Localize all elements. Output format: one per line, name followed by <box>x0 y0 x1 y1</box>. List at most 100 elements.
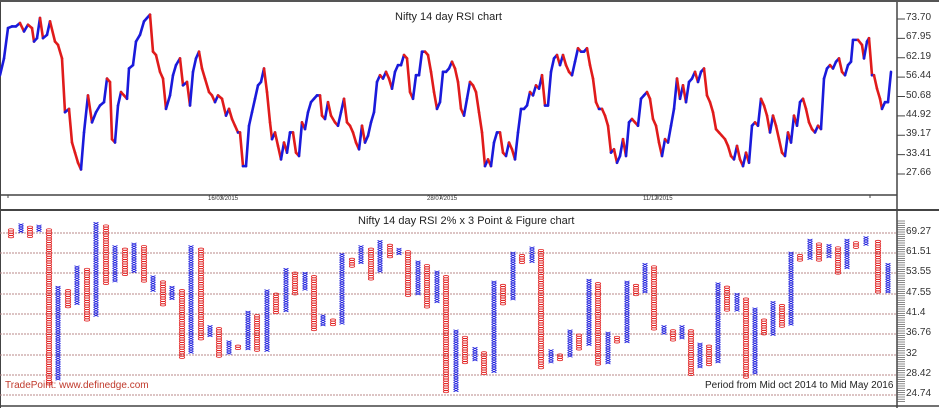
pnf-y-tick-label: 53.55 <box>906 266 932 277</box>
pnf-o-column <box>386 243 394 259</box>
pnf-x-column <box>752 307 758 375</box>
pnf-o-column <box>742 297 750 379</box>
pnf-x-column <box>567 329 573 358</box>
pnf-x-column <box>770 300 776 336</box>
pnf-o-column <box>852 241 860 249</box>
rsi-y-tick-label: 39.17 <box>906 128 932 140</box>
pnf-x-column <box>358 245 364 265</box>
pnf-x-column <box>74 265 80 306</box>
pnf-o-column <box>348 257 356 268</box>
pnf-o-column <box>404 250 412 297</box>
rsi-y-tick-label: 44.92 <box>906 108 932 120</box>
pnf-o-column <box>140 245 148 283</box>
pnf-x-column <box>207 325 213 338</box>
pnf-o-column <box>197 247 205 341</box>
pnf-x-column <box>826 243 832 259</box>
pnf-x-column <box>55 285 61 381</box>
pnf-o-column <box>83 267 91 322</box>
pnf-x-column <box>415 260 421 296</box>
pnf-y-tick-label: 32 <box>906 348 918 359</box>
pnf-x-column <box>302 271 308 291</box>
pnf-x-column <box>472 346 478 362</box>
pnf-y-tick-label: 69.27 <box>906 226 932 237</box>
pnf-x-column <box>605 331 611 365</box>
pnf-x-column <box>844 238 850 270</box>
pnf-o-column <box>64 289 72 309</box>
pnf-x-column <box>863 236 869 246</box>
pnf-x-column <box>112 245 118 283</box>
pnf-o-column <box>45 228 53 386</box>
pnf-x-column <box>510 251 516 301</box>
pnf-o-column <box>613 335 621 344</box>
pnf-o-column <box>310 275 318 332</box>
pnf-o-column <box>442 275 450 394</box>
pnf-o-column <box>518 254 526 264</box>
pnf-x-column <box>131 242 137 274</box>
pnf-x-column <box>529 246 535 264</box>
pnf-x-column <box>396 247 402 256</box>
pnf-x-column <box>661 325 667 335</box>
pnf-x-column <box>188 245 194 354</box>
pnf-o-column <box>669 329 677 342</box>
pnf-o-column <box>778 304 786 328</box>
pnf-y-tick-label: 41.4 <box>906 307 926 318</box>
pnf-o-column <box>272 292 280 315</box>
pnf-x-column <box>93 221 99 317</box>
rsi-y-tick-label: 33.41 <box>906 147 932 159</box>
rsi-line-plot <box>0 2 905 211</box>
pnf-o-column <box>632 283 640 297</box>
pnf-o-column <box>874 239 882 294</box>
pnf-o-column <box>159 280 167 307</box>
rsi-y-tick-label: 27.66 <box>906 167 932 178</box>
pnf-o-column <box>594 282 602 366</box>
rsi-y-tick-label: 62.19 <box>906 50 932 62</box>
pnf-x-column <box>18 223 24 234</box>
pnf-x-column <box>642 262 648 294</box>
rsi-chart-title: Nifty 14 day RSI chart <box>395 11 502 23</box>
pnf-chart-panel: Nifty 14 day RSI 2% x 3 Point & Figure c… <box>0 209 939 408</box>
pnf-x-column <box>586 278 592 347</box>
pnf-y-tick-label: 47.55 <box>906 287 932 298</box>
pnf-o-column <box>499 283 507 306</box>
pnf-o-column <box>461 335 469 365</box>
pnf-o-column <box>291 271 299 296</box>
pnf-o-column <box>121 247 129 276</box>
pnf-plot <box>0 211 939 408</box>
rsi-y-tick-label: 50.68 <box>906 89 932 101</box>
pnf-x-column <box>679 325 685 340</box>
rsi-y-tick-label: 56.44 <box>906 70 932 82</box>
pnf-o-column <box>367 247 375 281</box>
pnf-x-column <box>491 280 497 374</box>
pnf-o-column <box>796 254 804 262</box>
pnf-o-column <box>178 289 186 359</box>
pnf-x-column <box>548 349 554 364</box>
pnf-x-column <box>245 310 251 351</box>
pnf-x-column <box>150 275 156 292</box>
pnf-x-column <box>339 252 345 325</box>
pnf-x-column <box>434 270 440 304</box>
pnf-o-column <box>102 224 110 285</box>
pnf-o-column <box>537 248 545 370</box>
pnf-o-column <box>215 327 223 358</box>
pnf-x-column <box>320 314 326 327</box>
pnf-x-column <box>715 282 721 364</box>
rsi-y-tick-label: 67.95 <box>906 31 932 43</box>
period-note: Period from Mid oct 2014 to Mid May 2016 <box>705 380 894 391</box>
pnf-y-tick-label: 24.74 <box>906 388 932 399</box>
pnf-x-column <box>264 289 270 352</box>
pnf-x-column <box>169 285 175 301</box>
pnf-x-column <box>788 251 794 326</box>
pnf-y-tick-label: 28.42 <box>906 368 932 379</box>
pnf-x-column <box>885 262 891 294</box>
pnf-x-column <box>734 292 740 312</box>
rsi-y-tick-label: 73.70 <box>906 12 932 23</box>
pnf-chart-title: Nifty 14 day RSI 2% x 3 Point & Figure c… <box>358 215 575 227</box>
pnf-o-column <box>329 318 337 327</box>
pnf-x-column <box>377 239 383 273</box>
pnf-o-column <box>723 285 731 312</box>
pnf-o-column <box>687 329 695 377</box>
pnf-o-column <box>480 351 488 375</box>
watermark-text: TradePoint: www.definedge.com <box>5 380 149 391</box>
rsi-line-chart-panel: Nifty 14 day RSI chart 73.70 67.95 62.19 56… <box>0 0 939 211</box>
pnf-x-column <box>36 224 42 233</box>
